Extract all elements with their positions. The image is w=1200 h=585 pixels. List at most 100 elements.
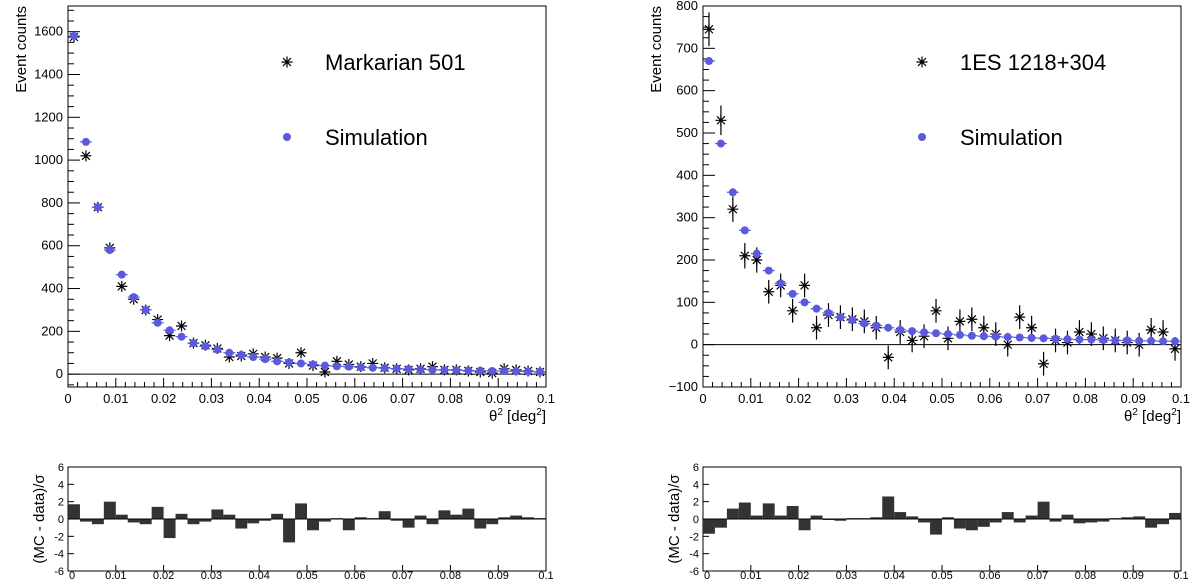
simulation-point	[476, 366, 485, 375]
simulation-point	[249, 353, 258, 362]
simulation-point	[812, 304, 821, 313]
residual-bar	[1037, 501, 1050, 519]
data-point	[1014, 311, 1026, 323]
y-tick-label: 600	[676, 83, 698, 98]
mrk501-main-plot: 0 0.01 0.02 0.03 0.04 0.05 0.06 0.07 0.08 0.09 0.1…	[13, 5, 555, 425]
simulation-point	[920, 328, 929, 337]
data-point	[727, 203, 739, 215]
residual-bar	[1133, 516, 1146, 519]
simulation-point	[1099, 336, 1108, 345]
y-tick-label: 400	[41, 281, 63, 296]
simulation-point	[955, 330, 964, 339]
residual-bar	[522, 517, 535, 519]
x-tick-label: 0.04	[882, 391, 907, 406]
simulation-point	[524, 367, 533, 376]
residual-bar	[750, 515, 763, 519]
y-tick-label: 1200	[34, 109, 63, 124]
residual-bar	[714, 519, 727, 528]
residual-bar	[139, 519, 152, 525]
residual-bar	[474, 519, 487, 529]
simulation-point	[1147, 336, 1156, 345]
residual-y-axis-label: (MC - data)/σ	[666, 474, 683, 564]
residual-bar	[762, 503, 775, 519]
simulation-point	[380, 364, 389, 373]
residual-bar	[942, 517, 954, 519]
residual-bar	[259, 519, 272, 521]
residual-bar	[187, 519, 200, 525]
residual-bar	[1169, 512, 1181, 519]
residual-bar	[438, 510, 451, 519]
simulation-point	[860, 319, 869, 328]
x-tick-label: 0.06	[977, 391, 1002, 406]
residual-bar	[498, 517, 511, 519]
residual-bar	[1001, 512, 1014, 519]
residual-bar	[1049, 519, 1062, 522]
data-point	[1157, 326, 1169, 338]
residual-bar	[271, 513, 284, 519]
simulation-point	[884, 323, 893, 332]
simulation-point	[368, 363, 377, 372]
simulation-point	[1171, 337, 1180, 346]
residual-bar	[870, 517, 883, 519]
residual-x-tick-label: 0.08	[440, 570, 461, 582]
y-tick-label: 1000	[34, 152, 63, 167]
x-tick-label: 0.07	[390, 391, 415, 406]
simulation-point	[273, 357, 282, 366]
residual-bar	[486, 519, 499, 525]
legend-data-marker	[916, 56, 928, 68]
x-axis-label: θ2 [deg2]	[489, 407, 546, 425]
residual-bar	[1145, 519, 1158, 528]
residual-y-tick-label: 4	[693, 479, 699, 491]
residual-x-tick-label: 0.07	[1027, 570, 1048, 582]
data-point	[811, 322, 823, 334]
residual-bar	[115, 514, 128, 519]
residual-bar	[930, 519, 942, 535]
data-point	[882, 351, 894, 363]
residual-bar	[798, 519, 811, 531]
residual-bar	[211, 509, 224, 519]
x-tick-label: 0.1	[537, 391, 555, 406]
residual-bar	[965, 519, 978, 531]
simulation-point	[704, 57, 713, 66]
residual-bar	[703, 519, 715, 534]
x-tick-label: 0.06	[342, 391, 367, 406]
data-point	[80, 150, 92, 162]
mrk501-residual-plot: 0 0.01 0.02 0.03 0.04 0.05 0.06 0.07 0.08 0.09 0.1…	[31, 462, 554, 582]
residual-bar	[127, 519, 140, 523]
simulation-point	[117, 270, 126, 279]
simulation-point	[237, 350, 246, 359]
simulation-point	[285, 358, 294, 367]
residual-bar	[1157, 519, 1170, 525]
residual-bar	[918, 519, 931, 523]
residual-x-tick-label: 0.1	[538, 570, 553, 582]
data-point	[978, 322, 990, 334]
residual-bar	[354, 517, 367, 519]
simulation-point	[69, 31, 78, 40]
residual-x-tick-label: 0.01	[740, 570, 761, 582]
residual-bar	[462, 508, 475, 519]
residual-bar	[247, 519, 260, 524]
legend: Markarian 501 Simulation	[281, 50, 466, 150]
simulation-point	[848, 316, 857, 325]
data-point	[223, 351, 235, 363]
simulation-point	[1063, 335, 1072, 344]
simulation-point	[105, 246, 114, 255]
residual-bar	[283, 519, 296, 543]
residual-y-tick-label: -2	[689, 531, 699, 543]
simulation-point	[836, 313, 845, 322]
residual-y-tick-label: 4	[58, 479, 64, 491]
simulation-point	[177, 332, 186, 341]
data-point	[176, 320, 188, 332]
simulation-point	[452, 366, 461, 375]
simulation-point	[392, 364, 401, 373]
simulation-point	[93, 203, 102, 212]
y-tick-label: 800	[41, 195, 63, 210]
1es1218-residual-plot: 0 0.01 0.02 0.03 0.04 0.05 0.06 0.07 0.08 0.09 0.1…	[666, 462, 1189, 582]
x-tick-label: 0.02	[151, 391, 176, 406]
data-point	[1026, 322, 1038, 334]
residual-x-tick-label: 0.04	[883, 570, 904, 582]
residual-bar	[68, 504, 80, 519]
simulation-point	[943, 330, 952, 339]
data-point	[331, 355, 343, 367]
residual-x-tick-label: 0	[704, 570, 710, 582]
